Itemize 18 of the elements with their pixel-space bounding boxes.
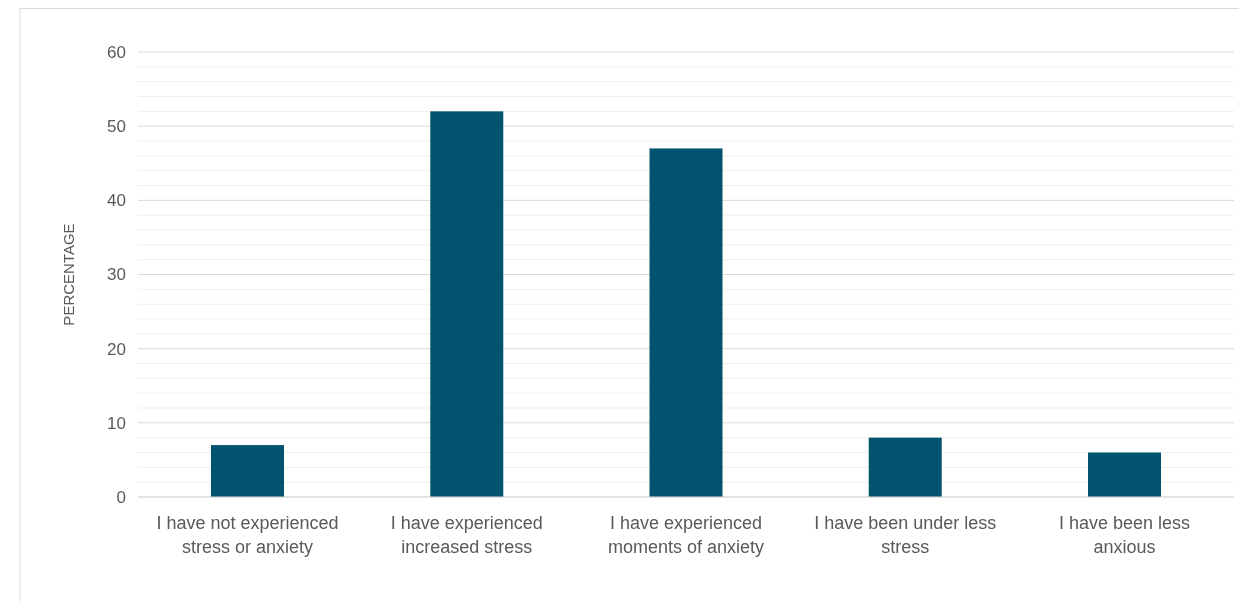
y-tick-label: 0	[116, 487, 126, 507]
x-tick-label: I have been less anxious	[1058, 513, 1191, 557]
y-tick-label: 20	[107, 339, 126, 359]
y-tick-label: 40	[107, 191, 126, 211]
bar	[430, 111, 504, 497]
y-tick-label: 30	[107, 265, 126, 285]
x-tick-label: I have been under less stress	[814, 513, 997, 557]
y-tick-label: 10	[107, 413, 126, 433]
bar	[1087, 452, 1161, 497]
y-tick-label: 50	[107, 117, 126, 137]
bar	[211, 445, 285, 497]
y-axis-title: PERCENTAGE	[60, 223, 77, 326]
bar	[868, 437, 942, 497]
x-tick-label: I have experienced increased stress	[390, 513, 543, 557]
x-tick-label: I have not experienced stress or anxiety	[156, 513, 339, 557]
x-tick-label: I have experienced moments of anxiety	[607, 513, 765, 557]
y-tick-label: 60	[107, 42, 126, 62]
bar	[649, 148, 723, 497]
